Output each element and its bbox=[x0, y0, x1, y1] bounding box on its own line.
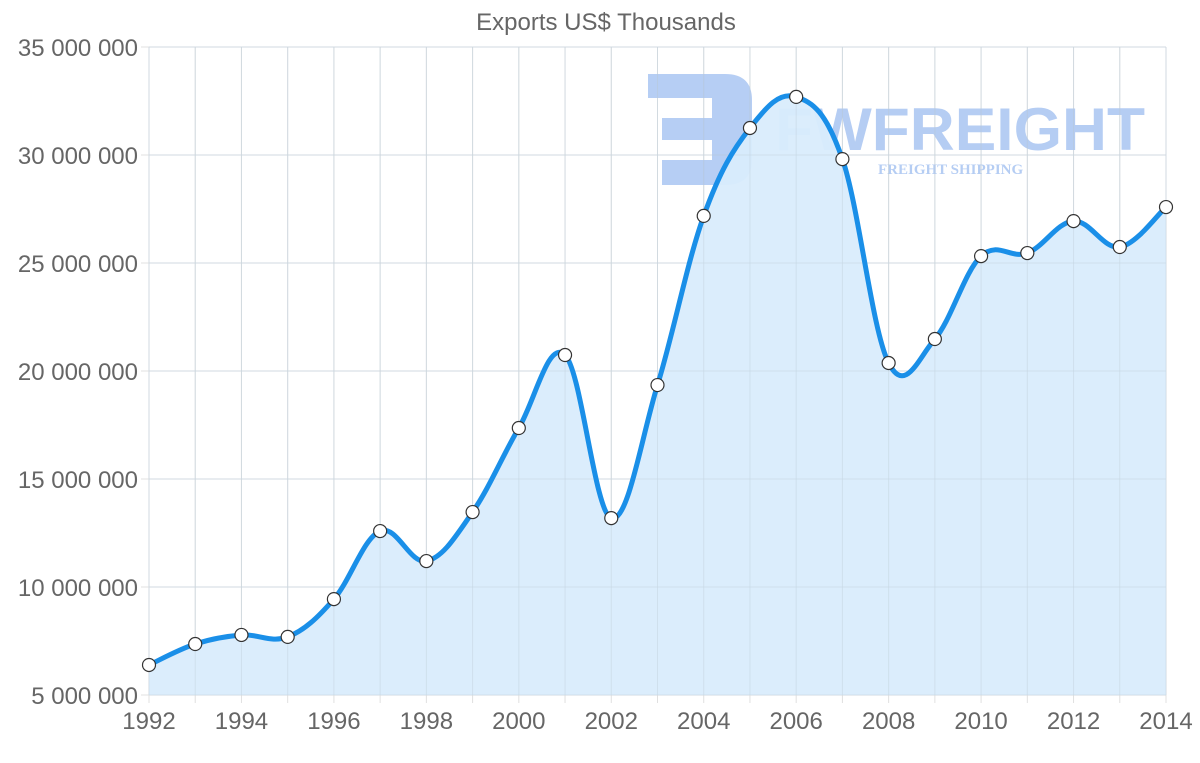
y-tick-label: 30 000 000 bbox=[18, 143, 138, 170]
data-point bbox=[927, 331, 942, 347]
x-tick-label: 2008 bbox=[862, 708, 915, 735]
y-axis: 5 000 000 10 000 000 15 000 000 20 000 000 2… bbox=[18, 35, 138, 710]
data-point bbox=[234, 627, 249, 643]
series-line bbox=[146, 93, 1169, 668]
y-tick-label: 35 000 000 bbox=[18, 35, 138, 62]
data-point bbox=[973, 248, 989, 264]
x-tick-label: 1992 bbox=[122, 708, 175, 735]
data-point bbox=[465, 504, 480, 520]
x-tick-label: 2010 bbox=[954, 708, 1007, 735]
data-point bbox=[1158, 199, 1174, 215]
data-point bbox=[650, 377, 665, 393]
x-tick-label: 2014 bbox=[1139, 708, 1192, 735]
data-point bbox=[326, 591, 342, 607]
data-point bbox=[1066, 213, 1081, 229]
x-tick-label: 2000 bbox=[492, 708, 545, 735]
chart-title: Exports US$ Thousands bbox=[476, 9, 736, 36]
x-tick-label: 1998 bbox=[400, 708, 453, 735]
x-tick-label: 2004 bbox=[677, 708, 730, 735]
data-point bbox=[557, 347, 573, 363]
data-point bbox=[280, 629, 295, 644]
y-tick-label: 20 000 000 bbox=[18, 359, 138, 386]
x-tick-label: 1996 bbox=[307, 708, 360, 735]
watermark-tagline: FREIGHT SHIPPING bbox=[878, 162, 1023, 178]
y-tick-label: 5 000 000 bbox=[31, 683, 138, 710]
y-tick-label: 10 000 000 bbox=[18, 575, 138, 602]
x-tick-label: 2002 bbox=[585, 708, 638, 735]
y-tick-label: 15 000 000 bbox=[18, 467, 138, 494]
y-tick-label: 25 000 000 bbox=[18, 251, 138, 278]
data-point bbox=[188, 636, 203, 652]
data-point bbox=[789, 89, 804, 104]
data-point bbox=[373, 523, 388, 539]
data-points bbox=[141, 89, 1174, 673]
data-point bbox=[1020, 245, 1035, 261]
data-point bbox=[696, 208, 711, 224]
fwfreight-watermark: FWFREIGHT FREIGHT SHIPPING bbox=[648, 74, 1145, 185]
fwfreight-logo-icon bbox=[648, 74, 752, 185]
data-point bbox=[835, 152, 850, 167]
x-tick-label: 1994 bbox=[215, 708, 268, 735]
data-point bbox=[511, 420, 526, 436]
data-point bbox=[881, 355, 896, 371]
x-tick-label: 2006 bbox=[769, 708, 822, 735]
data-point bbox=[604, 510, 619, 526]
data-point bbox=[742, 120, 758, 136]
data-point bbox=[141, 657, 157, 673]
x-tick-label: 2012 bbox=[1047, 708, 1100, 735]
data-point bbox=[419, 553, 434, 569]
data-point bbox=[1112, 239, 1127, 255]
grid-overlay bbox=[148, 46, 1167, 696]
x-axis: 1992 1994 1996 1998 2000 2002 2004 2006 2008 2010… bbox=[122, 708, 1192, 735]
